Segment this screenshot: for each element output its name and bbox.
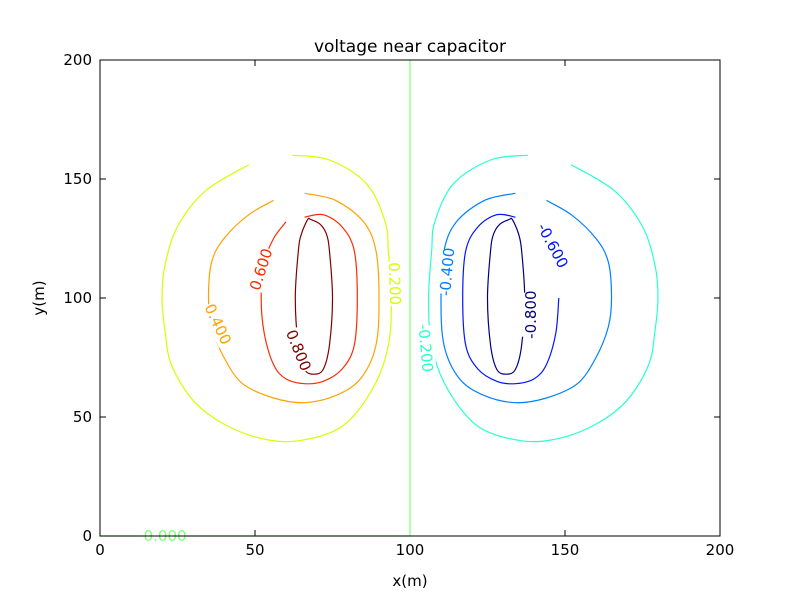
contour-label-mask	[436, 249, 459, 295]
y-tick-label: 200	[63, 51, 92, 69]
contour-line	[462, 213, 560, 385]
contour-line	[207, 192, 380, 404]
contour-line	[486, 217, 526, 375]
contour-label-mask	[245, 245, 277, 294]
contour-line	[427, 154, 659, 443]
contour-label: -0.400	[436, 247, 458, 297]
axis-ticks: 0 50 100 150 200 0 50 100 150 200	[63, 51, 734, 559]
x-axis-label: x(m)	[392, 572, 427, 590]
y-tick-label: 100	[63, 289, 92, 307]
y-axis-label: y(m)	[30, 280, 48, 315]
x-tick-label: 150	[551, 541, 580, 559]
chart-title: voltage near capacitor	[314, 37, 506, 57]
contour-line	[440, 192, 613, 404]
contour-label-mask	[534, 221, 571, 270]
contour-label-mask	[384, 261, 405, 307]
x-tick-label: 0	[95, 541, 105, 559]
contour-label: 0.200	[385, 262, 404, 306]
contour-label-mask	[414, 325, 437, 371]
contour-label: 0.400	[201, 301, 235, 348]
y-tick-label: 0	[82, 527, 92, 545]
contour-label-mask	[521, 292, 540, 337]
x-tick-label: 50	[245, 541, 264, 559]
contour-lines: 0.8000.6000.4000.2000.000-0.200-0.400-0.…	[100, 60, 659, 545]
contour-line	[294, 217, 334, 375]
y-tick-label: 50	[73, 408, 92, 426]
contour-label-mask	[281, 326, 315, 375]
contour-label-mask	[200, 300, 236, 348]
x-tick-label: 200	[706, 541, 735, 559]
contour-line	[161, 154, 393, 443]
contour-label: -0.600	[533, 220, 572, 271]
contour-label: 0.600	[246, 246, 276, 292]
x-tick-label: 100	[396, 541, 425, 559]
contour-label: 0.800	[282, 327, 315, 374]
contour-label: -0.200	[414, 323, 436, 373]
plot-frame	[99, 59, 721, 537]
contour-label: -0.800	[522, 290, 540, 338]
y-tick-label: 150	[63, 170, 92, 188]
